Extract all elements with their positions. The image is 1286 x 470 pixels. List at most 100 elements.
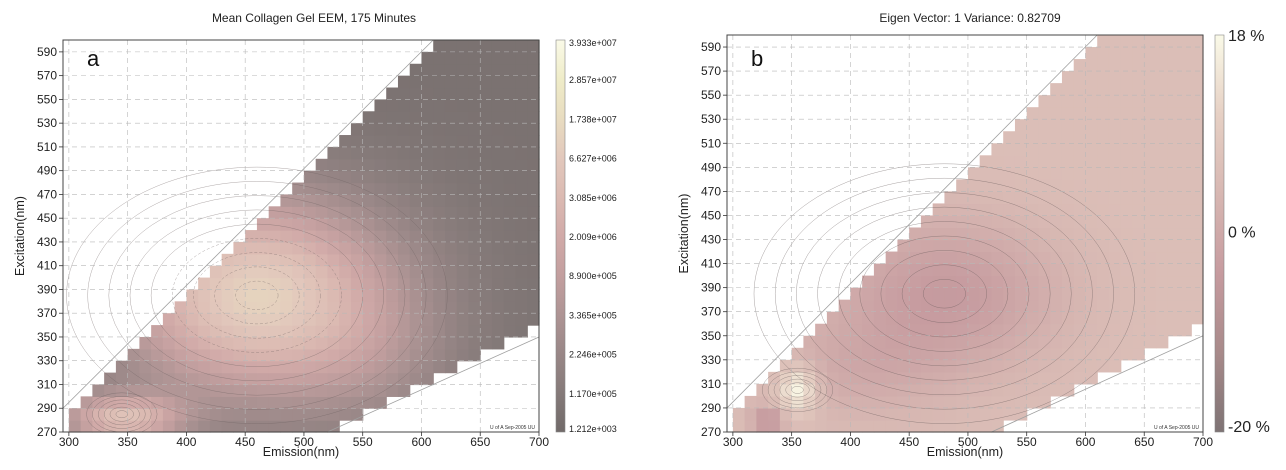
heatmap-cell xyxy=(920,383,934,397)
heatmap-cell xyxy=(245,253,258,267)
heatmap-cell xyxy=(221,253,235,267)
heatmap-cell xyxy=(327,218,340,231)
heatmap-cell xyxy=(503,206,517,219)
colorbar-label: -20 % xyxy=(1228,419,1270,436)
heatmap-cell xyxy=(1003,383,1016,397)
heatmap-cell xyxy=(1132,131,1145,144)
heatmap-cell xyxy=(256,301,270,314)
heatmap-cell xyxy=(932,335,946,349)
heatmap-cell xyxy=(1144,287,1157,301)
heatmap-cell xyxy=(1120,215,1134,229)
heatmap-cell xyxy=(491,99,505,112)
heatmap-cell xyxy=(1155,107,1169,120)
heatmap-cell xyxy=(350,158,364,172)
heatmap-cell xyxy=(920,395,934,409)
heatmap-cell xyxy=(374,123,387,136)
heatmap-cell xyxy=(315,348,329,362)
heatmap-cell xyxy=(1085,71,1098,84)
contour-line xyxy=(773,375,822,405)
heatmap-cell xyxy=(386,123,399,136)
heatmap-cell xyxy=(245,241,258,255)
heatmap-cell xyxy=(527,158,540,172)
heatmap-cell xyxy=(280,241,293,255)
heatmap-cell xyxy=(1061,191,1075,205)
contour-line xyxy=(172,238,342,353)
heatmap-cell xyxy=(991,299,1004,313)
heatmap-cell xyxy=(233,301,246,314)
heatmap-cell xyxy=(1061,335,1075,349)
colorbar-bar xyxy=(1214,34,1225,433)
heatmap-cell xyxy=(1073,251,1087,265)
heatmap-cell xyxy=(527,40,540,53)
heatmap-cell xyxy=(433,135,446,148)
heatmap-cell xyxy=(256,241,270,255)
heatmap-cell xyxy=(815,419,828,433)
heatmap-cell xyxy=(1108,335,1122,349)
heatmap-cell xyxy=(850,335,863,349)
heatmap-cell xyxy=(1108,83,1122,96)
heatmap-cell xyxy=(339,182,352,196)
plot-frame xyxy=(726,34,1204,433)
heatmap-cell xyxy=(1050,143,1063,156)
heatmap-cell xyxy=(327,289,340,302)
heatmap-cell xyxy=(1120,347,1134,361)
heatmap-cell xyxy=(515,265,528,279)
heatmap-cell xyxy=(245,408,258,421)
heatmap-cell xyxy=(468,87,481,100)
heatmap-cell xyxy=(1073,83,1087,96)
heatmap-cell xyxy=(1144,83,1157,96)
heatmap-cell xyxy=(339,396,352,409)
heatmap-cell xyxy=(979,311,993,325)
heatmap-cell xyxy=(292,230,305,243)
heatmap-cell xyxy=(920,335,934,349)
heatmap-cell xyxy=(327,348,340,362)
heatmap-cell xyxy=(491,135,505,148)
heatmap-cell xyxy=(491,265,505,279)
heatmap-cell xyxy=(409,336,423,350)
heatmap-cell xyxy=(1003,287,1016,301)
heatmap-cell xyxy=(503,194,517,207)
heatmap-cell xyxy=(386,87,399,100)
heatmap-cell xyxy=(991,419,1004,433)
heatmap-cell xyxy=(433,123,446,136)
plot-frame xyxy=(62,39,540,433)
heatmap-cell xyxy=(1167,155,1181,168)
heatmap-cell xyxy=(491,277,505,291)
heatmap-cell xyxy=(862,383,875,397)
heatmap-cell xyxy=(409,170,423,184)
heatmap-cell xyxy=(1097,119,1110,132)
heatmap-cell xyxy=(956,287,969,301)
heatmap-cell xyxy=(1014,299,1028,313)
heatmap-cell xyxy=(339,170,352,184)
heatmap-cell xyxy=(480,123,493,136)
heatmap-cell xyxy=(744,407,757,421)
heatmap-cell xyxy=(386,277,399,291)
heatmap-cell xyxy=(909,323,922,337)
heatmap-cell xyxy=(327,182,340,196)
heatmap-cell xyxy=(327,146,340,160)
heatmap-cell xyxy=(991,191,1004,205)
heatmap-cell xyxy=(480,146,493,160)
heatmap-cell xyxy=(515,194,528,207)
heatmap-cell xyxy=(944,371,957,385)
heatmap-cell xyxy=(527,170,540,184)
heatmap-cell xyxy=(967,287,981,301)
heatmap-cell xyxy=(362,325,376,338)
heatmap-cell xyxy=(515,63,528,77)
heatmap-cell xyxy=(315,230,329,243)
heatmap-cell xyxy=(967,251,981,265)
heatmap-cell xyxy=(1097,47,1110,60)
heatmap-cell xyxy=(1085,47,1098,60)
heatmap-cell xyxy=(198,289,211,302)
heatmap-cell xyxy=(245,372,258,386)
heatmap-cell xyxy=(198,301,211,314)
heatmap-cell xyxy=(1050,155,1063,168)
heatmap-cell xyxy=(967,383,981,397)
heatmap-cell xyxy=(991,323,1004,337)
heatmap-cell xyxy=(1073,215,1087,229)
heatmap-cell xyxy=(944,347,957,361)
heatmap-cell xyxy=(292,241,305,255)
heatmap-cell xyxy=(1061,359,1075,373)
heatmap-cell xyxy=(1097,155,1110,168)
